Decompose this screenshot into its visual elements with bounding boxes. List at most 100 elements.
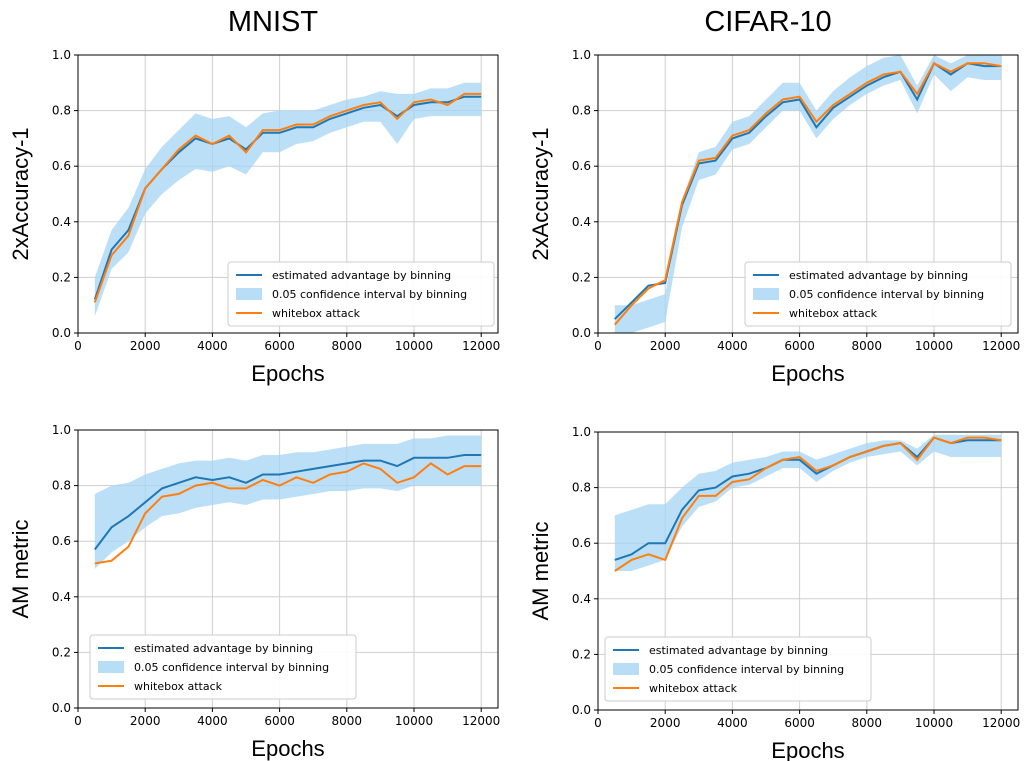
y-tick-label: 0.6 [52,534,71,548]
x-tick-label: 10000 [915,339,953,353]
x-tick-label: 10000 [395,714,433,728]
y-tick-label: 0.4 [52,215,71,229]
legend-ci-label: 0.05 confidence interval by binning [272,288,467,301]
chart-panel-1: 0 2000 4000 6000 8000 10000 12000 0.0 0.2 0.4 0.6 0… [8,48,500,386]
x-axis-label: Epochs [251,736,324,761]
y-tick-label: 0.8 [572,481,591,495]
y-tick-label: 0.6 [572,159,591,173]
x-tick-label: 8000 [852,339,883,353]
x-tick-label: 2000 [650,716,681,730]
legend-estimate-label: estimated advantage by binning [272,269,451,282]
x-tick-label: 8000 [332,714,363,728]
legend-estimate-label: estimated advantage by binning [134,642,313,655]
axes-frame [597,431,1019,711]
x-tick-label: 12000 [982,339,1020,353]
chart-panel-2: 0 2000 4000 6000 8000 10000 12000 0.0 0.2 0.4 0.6 0… [528,48,1020,386]
x-tick-label: 6000 [264,714,295,728]
x-tick-label: 8000 [332,339,363,353]
whitebox-line [93,92,482,303]
legend-frame [744,261,1012,327]
y-tick-label: 1.0 [52,423,71,437]
x-tick-label: 6000 [784,339,815,353]
axes-frame [77,54,499,334]
y-tick-label: 0.0 [572,326,591,340]
whitebox-line [94,462,482,565]
y-tick-label: 0.0 [52,326,71,340]
x-tick-label: 2000 [130,339,161,353]
y-tick-label: 1.0 [572,48,591,62]
legend-frame [89,634,357,700]
x-tick-label: 0 [74,714,82,728]
legend-ci-label: 0.05 confidence interval by binning [649,663,844,676]
x-tick-label: 0 [594,716,602,730]
x-tick-label: 6000 [264,339,295,353]
x-tick-label: 12000 [462,714,500,728]
y-tick-label: 0.8 [52,479,71,493]
y-axis-label: 2xAccuracy-1 [528,127,553,260]
x-tick-label: 12000 [982,716,1020,730]
x-tick-label: 2000 [130,714,161,728]
legend: estimated advantage by binning 0.05 confi… [227,261,495,327]
y-tick-label: 0.0 [572,703,591,717]
confidence-band [614,434,1002,571]
legend-whitebox-label: whitebox attack [134,680,223,693]
y-axis-label: AM metric [8,520,33,619]
x-axis-label: Epochs [251,361,324,386]
whitebox-line [614,61,1002,326]
legend-estimate-label: estimated advantage by binning [789,269,968,282]
chart-panel-4: 0 2000 4000 6000 8000 10000 12000 0.0 0.2 0.4 0.6 0… [528,425,1020,761]
column-title-cifar10: CIFAR-10 [704,6,832,38]
y-tick-label: 0.2 [52,645,71,659]
axes-frame [597,54,1019,334]
y-tick-label: 0.4 [572,592,591,606]
y-tick-label: 0.8 [572,104,591,118]
y-tick-label: 0.2 [572,647,591,661]
y-axis-label: AM metric [528,522,553,621]
y-tick-label: 0.6 [52,159,71,173]
estimate-line [94,454,482,551]
y-tick-label: 0.6 [572,536,591,550]
legend: estimated advantage by binning 0.05 confi… [89,634,357,700]
y-tick-label: 1.0 [52,48,71,62]
legend-ci-label: 0.05 confidence interval by binning [789,288,984,301]
x-tick-label: 4000 [717,716,748,730]
y-tick-label: 0.8 [52,104,71,118]
legend-ci-label: 0.05 confidence interval by binning [134,661,329,674]
legend-whitebox-label: whitebox attack [789,307,878,320]
x-tick-label: 4000 [717,339,748,353]
y-axis-label: 2xAccuracy-1 [8,127,33,260]
x-tick-label: 4000 [197,714,228,728]
confidence-band [94,435,482,569]
x-tick-label: 10000 [915,716,953,730]
y-tick-label: 0.4 [52,590,71,604]
x-tick-label: 10000 [395,339,433,353]
legend-whitebox-label: whitebox attack [272,307,361,320]
x-tick-label: 2000 [650,339,681,353]
x-tick-label: 8000 [852,716,883,730]
column-title-mnist: MNIST [227,6,319,38]
y-tick-label: 0.4 [572,215,591,229]
x-tick-label: 0 [74,339,82,353]
y-tick-label: 0.2 [52,270,71,284]
x-tick-label: 6000 [784,716,815,730]
y-tick-label: 0.0 [52,701,71,715]
y-tick-label: 1.0 [572,425,591,439]
chart-panel-3: 0 2000 4000 6000 8000 10000 12000 0.0 0.2 0.4 0.6 0… [8,423,500,761]
x-tick-label: 4000 [197,339,228,353]
legend-ci-swatch [98,661,124,673]
legend-frame [604,636,872,702]
x-tick-label: 0 [594,339,602,353]
legend-estimate-label: estimated advantage by binning [649,644,828,657]
legend-ci-swatch [753,288,779,300]
legend-ci-swatch [236,288,262,300]
legend: estimated advantage by binning 0.05 confi… [744,261,1012,327]
axes-frame [77,429,499,709]
legend-frame [227,261,495,327]
x-tick-label: 12000 [462,339,500,353]
whitebox-line [614,436,1002,572]
x-axis-label: Epochs [771,361,844,386]
legend-whitebox-label: whitebox attack [649,682,738,695]
legend: estimated advantage by binning 0.05 confi… [604,636,872,702]
